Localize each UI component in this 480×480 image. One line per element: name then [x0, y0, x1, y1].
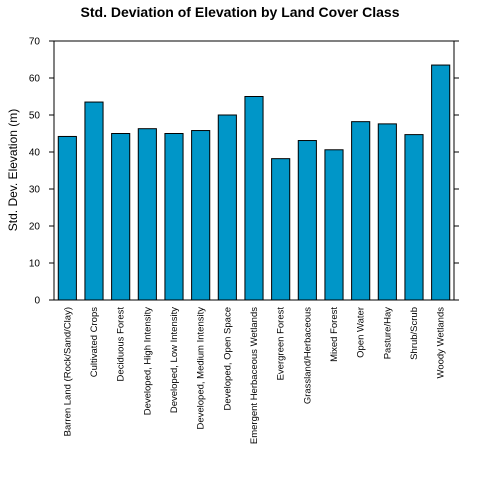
x-tick-label: Pasture/Hay — [382, 307, 393, 360]
x-tick-label: Open Water — [356, 307, 367, 358]
bar — [351, 121, 371, 301]
y-axis-label: Std. Dev. Elevation (m) — [6, 109, 20, 231]
bar — [271, 158, 291, 301]
bar — [164, 133, 184, 301]
y-tick-label: 50 — [29, 111, 41, 122]
x-tick-label: Barren Land (Rock/Sand/Clay) — [62, 307, 73, 436]
bars-group — [57, 64, 451, 301]
x-tick-label: Deciduous Forest — [116, 307, 127, 382]
x-tick-label: Developed, Medium Intensity — [196, 307, 207, 430]
bar — [217, 114, 237, 301]
y-tick-label: 0 — [34, 296, 40, 307]
x-tick-label: Woody Wetlands — [436, 307, 447, 379]
y-tick-label: 10 — [29, 259, 41, 270]
x-tick-label: Developed, Open Space — [222, 307, 233, 411]
x-tick-label: Mixed Forest — [329, 307, 340, 362]
x-tick-label: Developed, High Intensity — [142, 307, 153, 416]
y-tick-label: 40 — [29, 148, 41, 159]
x-tick-label: Shrub/Scrub — [409, 307, 420, 360]
bar — [244, 96, 264, 301]
x-tick-label: Developed, Low Intensity — [169, 307, 180, 413]
y-axis-ticks: 0 10 20 30 40 50 60 70 — [29, 37, 459, 307]
bar — [431, 64, 451, 301]
x-tick-label: Evergreen Forest — [276, 307, 287, 381]
x-tick-label: Cultivated Crops — [89, 307, 100, 377]
y-tick-label: 60 — [29, 74, 41, 85]
y-tick-label: 20 — [29, 222, 41, 233]
bar — [404, 134, 424, 301]
bar — [137, 128, 157, 301]
x-tick-label: Emergent Herbaceous Wetlands — [249, 307, 260, 444]
x-tick-label: Grassland/Herbaceous — [302, 307, 313, 404]
bar — [111, 133, 131, 301]
x-axis-category-labels: Barren Land (Rock/Sand/Clay) Cultivated C… — [62, 307, 446, 444]
bar — [191, 130, 211, 301]
chart-title: Std. Deviation of Elevation by Land Cove… — [81, 4, 400, 20]
bar — [377, 123, 397, 301]
bar — [297, 140, 317, 301]
y-tick-label: 30 — [29, 185, 41, 196]
bar — [57, 135, 77, 301]
bar — [324, 149, 344, 301]
y-tick-label: 70 — [29, 37, 41, 48]
bar — [84, 101, 104, 301]
